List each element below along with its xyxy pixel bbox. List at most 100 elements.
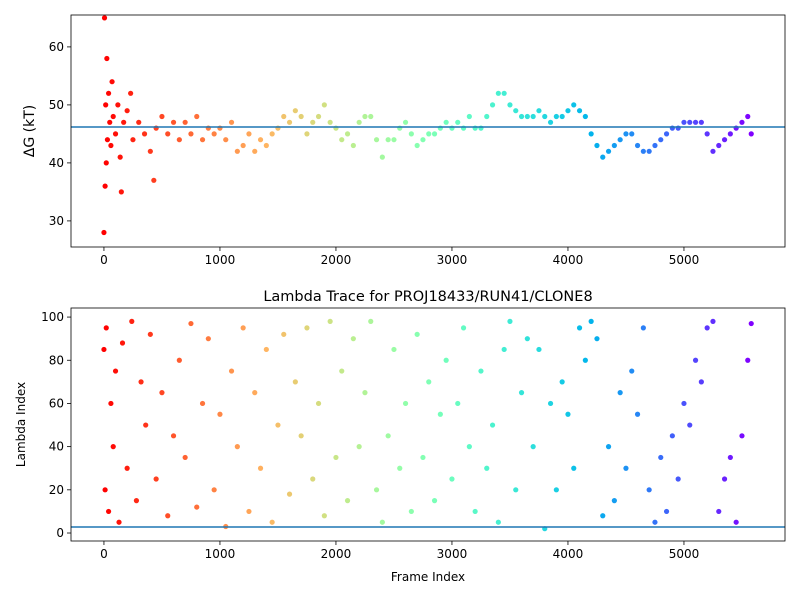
x-tick-label: 1000	[205, 547, 236, 561]
point	[640, 148, 646, 154]
point	[182, 454, 188, 461]
point	[292, 108, 298, 114]
point	[344, 131, 351, 137]
point	[143, 422, 149, 428]
point	[118, 189, 124, 195]
point	[605, 148, 612, 154]
point	[240, 325, 246, 331]
point	[530, 444, 536, 450]
point	[634, 142, 641, 149]
point	[466, 113, 472, 120]
point	[542, 113, 548, 120]
point	[281, 113, 287, 120]
point	[211, 487, 217, 493]
point	[739, 119, 745, 125]
axes-frame	[70, 14, 786, 248]
point	[501, 346, 507, 353]
point	[136, 119, 142, 125]
chart-title: Lambda Trace for PROJ18433/RUN41/CLONE8	[263, 289, 592, 305]
point	[582, 357, 588, 363]
point	[379, 519, 385, 525]
point	[748, 131, 754, 137]
point	[576, 108, 583, 114]
point	[350, 336, 356, 342]
point	[600, 513, 606, 519]
point	[147, 331, 153, 337]
y-tick-label: 20	[49, 483, 64, 497]
point	[576, 325, 583, 331]
y-tick-label: 40	[49, 440, 64, 454]
point	[530, 113, 536, 120]
point	[275, 422, 281, 428]
point	[727, 454, 733, 461]
point	[745, 113, 751, 120]
point	[652, 519, 658, 525]
point	[116, 519, 122, 525]
point	[373, 487, 380, 493]
point	[663, 131, 670, 137]
point	[368, 318, 374, 324]
point	[188, 320, 194, 327]
point	[402, 119, 409, 125]
point	[373, 137, 380, 143]
point	[536, 108, 542, 114]
point	[623, 465, 629, 471]
point	[228, 119, 235, 125]
point	[124, 465, 130, 471]
point	[153, 476, 159, 482]
y-tick-label: 0	[56, 526, 64, 540]
point	[321, 513, 327, 519]
point	[304, 131, 310, 137]
point	[234, 148, 240, 154]
point	[310, 119, 316, 125]
point	[518, 113, 525, 120]
point	[199, 137, 206, 143]
point	[646, 148, 652, 154]
point	[559, 113, 565, 120]
point	[310, 476, 316, 482]
point	[437, 411, 443, 417]
point	[658, 454, 664, 461]
point	[217, 411, 223, 417]
point	[692, 119, 699, 125]
x-tick-label: 3000	[437, 253, 468, 267]
x-tick-label: 2000	[321, 253, 352, 267]
point	[571, 102, 577, 108]
point	[102, 487, 108, 493]
x-tick-label: 4000	[553, 253, 584, 267]
point	[524, 113, 530, 120]
point	[107, 119, 113, 125]
x-tick-label: 0	[100, 253, 108, 267]
point	[518, 390, 525, 396]
point	[119, 340, 126, 346]
point	[663, 508, 670, 515]
point	[151, 177, 157, 183]
point	[484, 113, 490, 120]
point	[745, 357, 751, 363]
point	[101, 346, 107, 353]
point	[414, 142, 420, 149]
point	[460, 325, 467, 331]
point	[594, 142, 600, 149]
point	[716, 142, 722, 149]
point	[748, 320, 754, 327]
point	[733, 519, 739, 525]
point	[327, 318, 333, 324]
point	[443, 357, 449, 363]
point	[721, 137, 728, 143]
point	[194, 504, 200, 510]
point	[252, 148, 258, 154]
x-tick-label: 1000	[205, 253, 236, 267]
point	[408, 508, 414, 515]
y-tick-label: 100	[41, 310, 64, 324]
point	[298, 113, 304, 120]
point	[408, 131, 414, 137]
point	[495, 519, 501, 525]
point	[327, 119, 333, 125]
point	[129, 318, 135, 324]
point	[304, 325, 310, 331]
point	[159, 113, 165, 120]
point	[223, 137, 229, 143]
x-tick-label: 0	[100, 547, 108, 561]
